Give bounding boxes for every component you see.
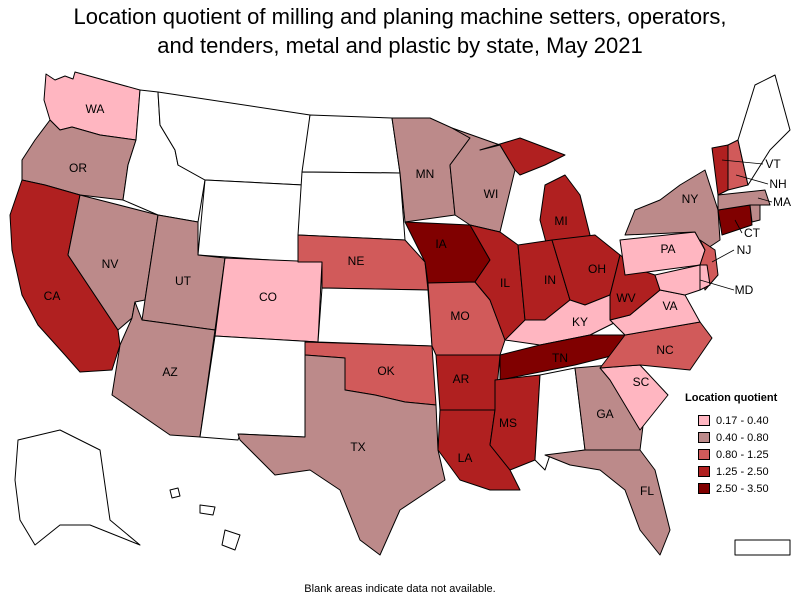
- state-label-va: VA: [662, 299, 677, 313]
- legend-rows: 0.17 - 0.40 0.40 - 0.80 0.80 - 1.25 1.25 - …: [685, 412, 800, 497]
- state-az: [111, 301, 216, 438]
- state-nm: [199, 335, 319, 441]
- footnote: Blank areas indicate data not available.: [304, 583, 496, 595]
- legend-title: Location quotient: [685, 392, 778, 404]
- state-label-az: AZ: [162, 365, 177, 379]
- state-label-wa: WA: [86, 102, 105, 116]
- state-label-oh: OH: [588, 262, 606, 276]
- state-label-sc: SC: [633, 375, 650, 389]
- state-label-ar: AR: [453, 372, 470, 386]
- legend-label: 0.80 - 1.25: [716, 448, 769, 461]
- state-label-ia: IA: [435, 237, 446, 251]
- leader-line-nj: [711, 249, 735, 263]
- state-fl: [544, 449, 671, 556]
- state-me: [737, 74, 791, 186]
- state-label-ca: CA: [44, 289, 61, 303]
- state-label-or: OR: [69, 161, 87, 175]
- map-title: Location quotient of milling and planing…: [0, 2, 800, 60]
- map-title-line-2: and tenders, metal and plastic by state,…: [157, 33, 643, 58]
- state-ny: [624, 169, 721, 251]
- leader-line-ct: [734, 219, 743, 234]
- map-title-line-1: Location quotient of milling and planing…: [73, 4, 727, 29]
- legend-item: 0.40 - 0.80: [685, 429, 800, 446]
- state-wy: [197, 179, 304, 263]
- state-label-il: IL: [500, 276, 510, 290]
- state-label-la: LA: [458, 451, 473, 465]
- legend-swatch: [698, 449, 710, 460]
- legend-swatch: [698, 432, 710, 443]
- legend-label: 0.17 - 0.40: [716, 414, 769, 427]
- state-nd: [301, 114, 401, 174]
- state-label-nh: NH: [769, 177, 786, 191]
- state-label-mn: MN: [416, 167, 435, 181]
- state-label-wv: WV: [616, 291, 635, 305]
- state-hi: [169, 487, 241, 551]
- state-pr: [734, 539, 791, 556]
- state-label-co: CO: [259, 290, 277, 304]
- leader-line-md: [699, 279, 735, 291]
- leader-line-ma: [757, 197, 773, 203]
- state-label-fl: FL: [640, 484, 654, 498]
- state-label-ne: NE: [348, 254, 365, 268]
- state-label-ct: CT: [744, 226, 761, 240]
- state-tx: [237, 354, 446, 556]
- state-label-pa: PA: [660, 242, 675, 256]
- state-label-ok: OK: [377, 364, 394, 378]
- state-label-nv: NV: [102, 257, 119, 271]
- leader-line-nh: [735, 174, 769, 185]
- legend: Location quotient 0.17 - 0.40 0.40 - 0.80…: [685, 392, 800, 497]
- state-label-md: MD: [735, 283, 754, 297]
- state-label-tx: TX: [350, 440, 365, 454]
- legend-swatch: [698, 415, 710, 426]
- state-label-mi: MI: [554, 214, 567, 228]
- legend-item: 0.80 - 1.25: [685, 446, 800, 463]
- state-label-ky: KY: [572, 315, 588, 329]
- state-label-ma: MA: [773, 195, 791, 209]
- state-label-ms: MS: [499, 416, 517, 430]
- legend-label: 2.50 - 3.50: [716, 482, 769, 495]
- state-label-vt: VT: [765, 157, 781, 171]
- legend-item: 1.25 - 2.50: [685, 463, 800, 480]
- state-label-nc: NC: [656, 343, 674, 357]
- state-ri: [749, 204, 761, 223]
- legend-item: 0.17 - 0.40: [685, 412, 800, 429]
- state-label-ut: UT: [175, 274, 192, 288]
- state-ma: [717, 189, 771, 211]
- state-ak: [14, 429, 141, 546]
- state-vt: [711, 144, 729, 196]
- state-label-ny: NY: [682, 192, 699, 206]
- state-md: [654, 264, 701, 296]
- legend-swatch: [698, 483, 710, 494]
- legend-label: 0.40 - 0.80: [716, 431, 769, 444]
- legend-item: 2.50 - 3.50: [685, 480, 800, 497]
- state-label-mo: MO: [450, 309, 469, 323]
- state-label-wi: WI: [484, 187, 499, 201]
- state-label-nj: NJ: [737, 243, 752, 257]
- legend-swatch: [698, 466, 710, 477]
- legend-label: 1.25 - 2.50: [716, 465, 769, 478]
- state-label-in: IN: [544, 273, 556, 287]
- state-sd: [297, 171, 406, 241]
- state-label-tn: TN: [552, 351, 568, 365]
- state-de: [699, 264, 711, 291]
- leader-line-vt: [721, 159, 764, 165]
- state-ks: [317, 287, 433, 347]
- state-label-ga: GA: [596, 407, 613, 421]
